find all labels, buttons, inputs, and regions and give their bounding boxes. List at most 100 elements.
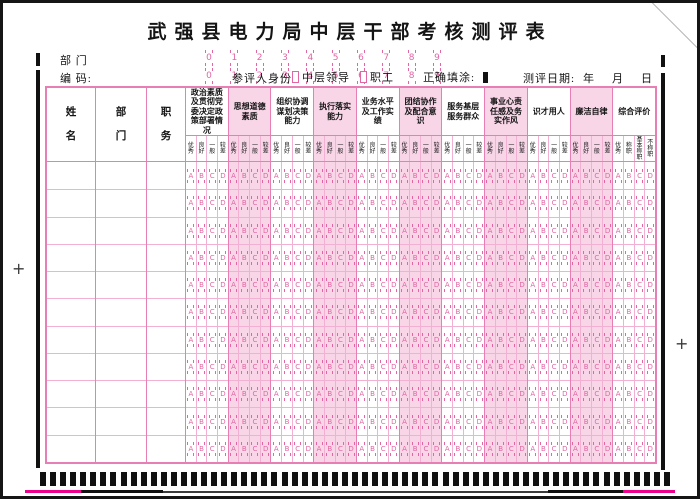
bubble-cell[interactable]: A [229,326,240,353]
answer-bubble-B[interactable]: B [539,168,547,183]
answer-bubble-C[interactable]: C [251,387,259,402]
bubble-cell[interactable]: D [432,190,442,216]
bubble-cell[interactable]: D [432,218,442,244]
answer-bubble-B[interactable]: B [368,196,376,211]
bubble-cell[interactable]: B [624,190,635,217]
bubble-cell[interactable]: A [400,408,411,435]
bubble-cell[interactable]: C [549,162,560,190]
write-in-cell[interactable] [147,271,185,298]
bubble-cell[interactable]: D [645,162,655,189]
answer-bubble-A[interactable]: A [614,250,622,265]
answer-bubble-D[interactable]: D [390,196,398,211]
bubble-cell[interactable]: C [250,435,261,462]
answer-bubble-B[interactable]: B [368,441,376,456]
bubble-cell[interactable]: A [442,162,454,190]
answer-bubble-B[interactable]: B [240,414,248,429]
bubble-cell[interactable]: D [389,299,399,325]
bubble-cell[interactable]: A [314,162,325,190]
bubble-cell[interactable]: A [357,244,368,272]
bubble-cell[interactable]: C [592,272,603,299]
answer-bubble-B[interactable]: B [411,441,419,456]
bubble-cell[interactable]: B [239,217,251,244]
bubble-cell[interactable]: A [613,408,625,435]
bubble-cell[interactable]: A [485,353,496,381]
bubble-cell[interactable]: C [635,408,646,435]
digit-bubble[interactable]: 4 [306,50,315,66]
bubble-cell[interactable]: C [207,353,219,381]
answer-bubble-C[interactable]: C [636,332,644,347]
answer-bubble-A[interactable]: A [529,223,537,238]
bubble-cell[interactable]: D [389,381,399,407]
digit-bubble[interactable]: 5 [331,50,340,66]
answer-bubble-B[interactable]: B [326,278,334,293]
bubble-cell[interactable]: B [624,244,635,272]
answer-bubble-B[interactable]: B [368,332,376,347]
bubble-cell[interactable]: A [571,244,582,272]
answer-bubble-C[interactable]: C [251,168,259,183]
answer-bubble-C[interactable]: C [593,168,601,183]
bubble-cell[interactable]: C [592,244,603,272]
bubble-cell[interactable]: A [229,217,240,244]
answer-bubble-D[interactable]: D [390,278,398,293]
bubble-cell[interactable]: B [539,326,550,353]
bubble-cell[interactable]: A [528,381,539,408]
bubble-cell[interactable]: A [400,162,411,190]
bubble-cell[interactable]: B [239,435,251,462]
bubble-cell[interactable]: B [539,190,550,217]
answer-bubble-B[interactable]: B [582,278,590,293]
write-in-cell[interactable] [47,162,95,189]
bubble-cell[interactable]: B [282,381,293,408]
answer-bubble-B[interactable]: B [368,250,376,265]
bubble-cell[interactable]: D [261,190,271,216]
answer-bubble-C[interactable]: C [550,305,558,320]
answer-bubble-A[interactable]: A [187,414,195,429]
answer-bubble-B[interactable]: B [625,196,633,211]
bubble-cell[interactable]: A [528,408,539,435]
answer-bubble-C[interactable]: C [636,441,644,456]
bubble-cell[interactable]: D [603,381,613,407]
bubble-cell[interactable]: A [314,217,325,244]
bubble-cell[interactable]: A [485,408,496,435]
bubble-cell[interactable]: A [229,435,240,462]
answer-bubble-C[interactable]: C [379,223,387,238]
bubble-cell[interactable]: D [603,190,613,216]
bubble-cell[interactable]: D [261,327,271,353]
digit-bubble[interactable]: 3 [280,50,289,66]
bubble-cell[interactable]: A [271,408,283,435]
answer-bubble-C[interactable]: C [208,387,216,402]
digit-bubble[interactable]: 1 [230,68,239,84]
bubble-cell[interactable]: D [261,272,271,298]
answer-bubble-A[interactable]: A [358,360,366,375]
bubble-cell[interactable]: D [218,299,228,325]
bubble-cell[interactable]: B [239,244,251,272]
bubble-cell[interactable]: A [229,244,240,272]
bubble-cell[interactable]: C [378,244,389,272]
bubble-cell[interactable]: B [496,381,507,408]
answer-bubble-B[interactable]: B [454,387,462,402]
answer-bubble-C[interactable]: C [507,360,515,375]
answer-bubble-B[interactable]: B [198,332,206,347]
bubble-cell[interactable]: B [496,217,507,244]
bubble-cell[interactable]: C [635,326,646,353]
answer-bubble-A[interactable]: A [486,360,494,375]
answer-bubble-C[interactable]: C [336,278,344,293]
bubble-cell[interactable]: D [432,272,442,298]
answer-bubble-A[interactable]: A [529,360,537,375]
bubble-cell[interactable]: C [293,381,304,408]
write-in-cell[interactable] [47,189,95,216]
bubble-cell[interactable]: B [368,381,379,408]
bubble-cell[interactable]: D [304,299,314,325]
bubble-cell[interactable]: C [207,190,219,217]
bubble-cell[interactable]: D [517,354,527,380]
bubble-cell[interactable]: B [368,408,379,435]
answer-bubble-A[interactable]: A [230,168,238,183]
bubble-cell[interactable]: D [389,327,399,353]
answer-bubble-C[interactable]: C [336,196,344,211]
bubble-cell[interactable]: B [325,244,336,272]
bubble-cell[interactable]: A [528,244,539,272]
bubble-cell[interactable]: D [346,272,356,298]
answer-bubble-C[interactable]: C [422,223,430,238]
bubble-cell[interactable]: C [464,217,475,244]
answer-bubble-C[interactable]: C [208,305,216,320]
answer-bubble-A[interactable]: A [486,168,494,183]
